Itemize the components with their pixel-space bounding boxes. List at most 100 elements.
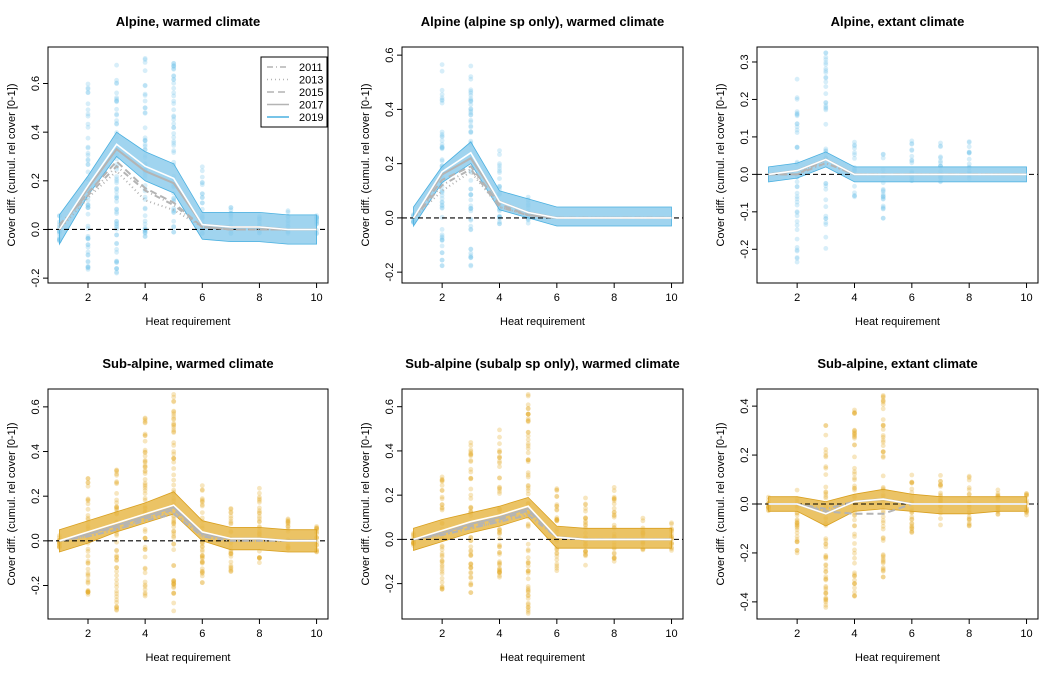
data-point: [938, 473, 943, 478]
data-point: [439, 544, 445, 550]
data-point: [823, 585, 829, 591]
data-point: [439, 547, 445, 552]
y-tick-label: 0.2: [30, 173, 42, 188]
confidence-band: [59, 131, 317, 246]
data-point: [640, 547, 646, 553]
data-point: [142, 415, 148, 421]
data-point: [794, 537, 800, 542]
x-tick-label: 8: [611, 292, 617, 304]
data-point: [525, 483, 531, 488]
data-point: [852, 475, 857, 481]
data-point: [468, 97, 474, 103]
data-point: [852, 547, 857, 553]
series-line-2015: [58, 159, 317, 231]
data-point: [938, 140, 943, 146]
x-axis-label: Heat requirement: [855, 316, 940, 328]
data-point: [497, 427, 502, 433]
data-point: [142, 228, 148, 233]
y-tick-label: 0.4: [384, 443, 396, 458]
data-point: [439, 551, 445, 556]
data-point: [199, 180, 205, 185]
data-point: [525, 547, 531, 553]
data-point: [142, 449, 148, 455]
data-point: [823, 148, 829, 154]
data-point: [228, 205, 234, 211]
data-point: [114, 565, 119, 570]
y-tick-label: 0.0: [739, 167, 751, 182]
data-point: [439, 474, 445, 480]
data-point: [439, 237, 445, 243]
data-point: [966, 477, 972, 483]
data-point: [468, 561, 474, 567]
x-tick-label: 10: [665, 292, 677, 304]
data-point: [114, 232, 119, 238]
data-point: [114, 504, 119, 510]
data-point: [525, 523, 531, 528]
data-point: [171, 125, 177, 131]
data-point: [171, 531, 177, 536]
data-point: [497, 544, 502, 550]
data-point: [114, 121, 119, 126]
data-point: [171, 541, 177, 547]
data-point: [497, 449, 502, 455]
data-point: [966, 149, 972, 155]
data-point: [171, 535, 177, 540]
panel-title: Alpine, extant climate: [831, 14, 965, 29]
data-point: [852, 471, 857, 477]
data-point: [171, 429, 177, 435]
data-point: [794, 145, 800, 151]
data-point: [794, 113, 800, 119]
data-point: [497, 485, 502, 491]
data-point: [171, 427, 177, 433]
data-point: [142, 590, 148, 596]
data-point: [852, 194, 857, 200]
data-point: [525, 459, 531, 464]
data-point: [114, 193, 119, 199]
data-point: [794, 96, 800, 102]
data-point: [199, 483, 205, 488]
data-point: [468, 447, 474, 453]
data-point: [823, 181, 829, 187]
data-point: [468, 110, 474, 116]
data-point: [468, 63, 474, 69]
data-point: [468, 192, 474, 197]
data-point: [114, 584, 119, 590]
data-point: [525, 416, 531, 422]
data-point: [468, 254, 474, 260]
data-point: [852, 152, 857, 158]
data-point: [880, 194, 886, 200]
data-point: [468, 565, 474, 571]
data-point: [468, 451, 474, 456]
data-point: [439, 100, 445, 106]
data-point: [257, 516, 262, 521]
data-point: [114, 500, 119, 506]
data-point: [525, 411, 531, 417]
data-point: [114, 221, 119, 227]
x-tick-label: 4: [142, 292, 148, 304]
y-tick-label: -0.1: [739, 202, 751, 221]
data-point: [85, 233, 91, 239]
data-point: [171, 408, 177, 414]
data-point: [468, 206, 474, 212]
data-point: [794, 76, 800, 82]
data-point: [497, 163, 502, 169]
data-point: [852, 150, 857, 156]
data-point: [852, 581, 857, 586]
data-point: [966, 516, 972, 522]
data-point: [114, 607, 119, 613]
data-point: [114, 77, 119, 83]
data-point: [909, 480, 915, 486]
panel-3: Alpine, extant climate 2 4 6 8 10 -0.2 -0.1 0.0 0…: [715, 14, 1039, 328]
data-point: [199, 182, 205, 188]
data-point: [142, 554, 148, 560]
x-tick-label: 10: [1020, 292, 1032, 304]
data-point: [823, 596, 829, 602]
data-point: [497, 570, 502, 576]
data-point: [794, 539, 800, 544]
data-point: [199, 200, 205, 206]
data-point: [85, 592, 91, 597]
data-point: [938, 490, 943, 496]
data-point: [199, 502, 205, 508]
data-point: [823, 599, 829, 605]
